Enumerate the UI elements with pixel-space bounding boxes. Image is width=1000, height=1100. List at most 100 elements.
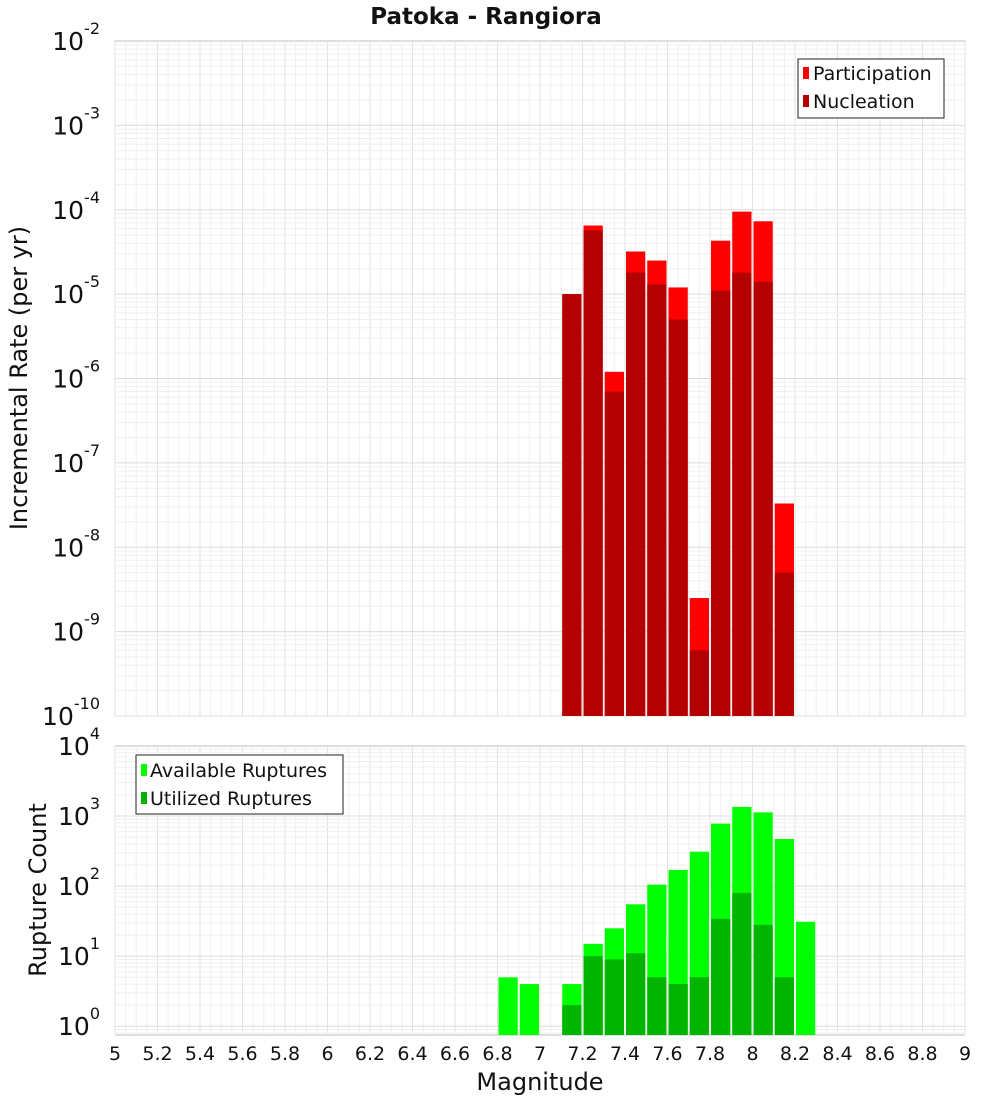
x-tick-label: 6.8 xyxy=(482,1043,512,1065)
y-tick-label: 103 xyxy=(58,794,100,831)
bottom-bar-b xyxy=(583,956,603,1035)
y-tick-exponent: -3 xyxy=(84,103,100,122)
bottom-bar-b xyxy=(753,924,773,1035)
bottom-y-axis-label: Rupture Count xyxy=(24,803,52,977)
top-bar-b xyxy=(774,572,794,716)
x-tick-label: 7.2 xyxy=(567,1043,597,1065)
y-tick-exponent: -9 xyxy=(84,610,100,629)
top-bar-b xyxy=(711,290,731,716)
chart-title: Patoka - Rangiora xyxy=(370,4,602,30)
bottom-bar-b xyxy=(604,959,624,1035)
top-bar-b xyxy=(668,319,688,716)
y-tick-label: 10-9 xyxy=(52,610,100,647)
y-tick-exponent: -8 xyxy=(84,525,100,544)
top-bar-b xyxy=(732,272,752,716)
bottom-bar-b xyxy=(668,984,688,1035)
x-tick-label: 6 xyxy=(321,1043,333,1065)
legend-label-nucleation: Nucleation xyxy=(813,91,915,113)
top-bars xyxy=(562,211,794,717)
bottom-bar-b xyxy=(711,918,731,1035)
y-tick-base: 10 xyxy=(52,196,84,225)
y-tick-exponent: 3 xyxy=(90,794,100,813)
x-tick-label: 5.6 xyxy=(227,1043,257,1065)
y-tick-label: 10-3 xyxy=(52,103,100,140)
x-tick-label: 7.8 xyxy=(695,1043,725,1065)
bottom-bar-a xyxy=(519,984,539,1035)
x-tick-label: 6.2 xyxy=(355,1043,385,1065)
y-tick-base: 10 xyxy=(58,802,90,831)
bottom-bar-b xyxy=(562,1005,582,1035)
top-bar-b xyxy=(689,650,709,716)
bottom-legend: Available Ruptures Utilized Ruptures xyxy=(135,754,344,815)
x-tick-label: 8 xyxy=(746,1043,758,1065)
top-legend: Participation Nucleation xyxy=(797,58,945,119)
x-tick-label: 6.4 xyxy=(397,1043,427,1065)
bottom-bar-b xyxy=(732,892,752,1035)
y-tick-exponent: -10 xyxy=(74,694,100,713)
y-tick-exponent: -7 xyxy=(84,441,100,460)
top-bar-b xyxy=(647,284,667,716)
x-tick-label: 8.4 xyxy=(822,1043,852,1065)
legend-label-available: Available Ruptures xyxy=(150,760,327,782)
y-tick-base: 10 xyxy=(52,365,84,394)
top-y-axis-label: Incremental Rate (per yr) xyxy=(5,226,33,530)
y-tick-exponent: 4 xyxy=(90,724,100,743)
y-tick-label: 102 xyxy=(58,864,100,901)
top-bar-b xyxy=(562,294,582,716)
x-tick-label: 8.6 xyxy=(865,1043,895,1065)
y-tick-exponent: -4 xyxy=(84,188,100,207)
x-tick-label: 5.4 xyxy=(185,1043,215,1065)
y-tick-base: 10 xyxy=(58,1012,90,1041)
y-tick-base: 10 xyxy=(52,111,84,140)
y-tick-label: 10-10 xyxy=(42,694,100,731)
bottom-bar-a xyxy=(498,977,518,1035)
y-tick-exponent: 2 xyxy=(90,864,100,883)
y-tick-exponent: -5 xyxy=(84,272,100,291)
top-bar-b xyxy=(604,391,624,716)
y-tick-base: 10 xyxy=(52,27,84,56)
bottom-bar-b xyxy=(689,977,709,1035)
y-tick-label: 10-8 xyxy=(52,525,100,562)
x-tick-label: 7 xyxy=(534,1043,546,1065)
bottom-bar-b xyxy=(647,977,667,1035)
top-bar-b xyxy=(583,230,603,716)
y-tick-label: 100 xyxy=(58,1004,100,1041)
x-tick-label: 5 xyxy=(109,1043,121,1065)
y-tick-base: 10 xyxy=(52,618,84,647)
y-tick-exponent: 0 xyxy=(90,1004,100,1023)
bottom-bar-b xyxy=(626,953,646,1035)
x-tick-label: 6.6 xyxy=(440,1043,470,1065)
y-tick-label: 10-6 xyxy=(52,357,100,394)
y-tick-label: 104 xyxy=(58,724,100,761)
y-tick-base: 10 xyxy=(52,280,84,309)
y-tick-base: 10 xyxy=(58,732,90,761)
legend-swatch-utilized xyxy=(141,792,147,804)
x-tick-label: 7.4 xyxy=(610,1043,640,1065)
x-tick-label: 7.6 xyxy=(652,1043,682,1065)
x-tick-label: 9 xyxy=(959,1043,971,1065)
legend-swatch-available xyxy=(141,764,147,776)
legend-swatch-nucleation xyxy=(803,95,809,107)
y-tick-label: 101 xyxy=(58,934,100,971)
x-axis-label: Magnitude xyxy=(476,1068,603,1096)
x-tick-label: 8.2 xyxy=(780,1043,810,1065)
top-bar-b xyxy=(753,281,773,716)
legend-swatch-participation xyxy=(803,67,809,79)
top-bar-b xyxy=(626,272,646,716)
y-tick-label: 10-2 xyxy=(52,19,100,56)
y-tick-base: 10 xyxy=(52,533,84,562)
x-tick-label: 5.2 xyxy=(142,1043,172,1065)
y-tick-exponent: -6 xyxy=(84,357,100,376)
y-tick-exponent: -2 xyxy=(84,19,100,38)
bottom-bar-a xyxy=(796,921,816,1035)
legend-label-participation: Participation xyxy=(813,63,932,85)
bottom-bar-b xyxy=(774,977,794,1035)
y-tick-label: 10-4 xyxy=(52,188,100,225)
y-tick-base: 10 xyxy=(58,872,90,901)
legend-label-utilized: Utilized Ruptures xyxy=(150,788,312,810)
x-ticks: 5 5.2 5.4 5.6 5.8 6 6.2 6.4 6.6 6.8 7 7.2 7.4 7.6 7.8 8… xyxy=(109,1043,971,1065)
x-tick-label: 8.8 xyxy=(907,1043,937,1065)
y-tick-base: 10 xyxy=(58,942,90,971)
